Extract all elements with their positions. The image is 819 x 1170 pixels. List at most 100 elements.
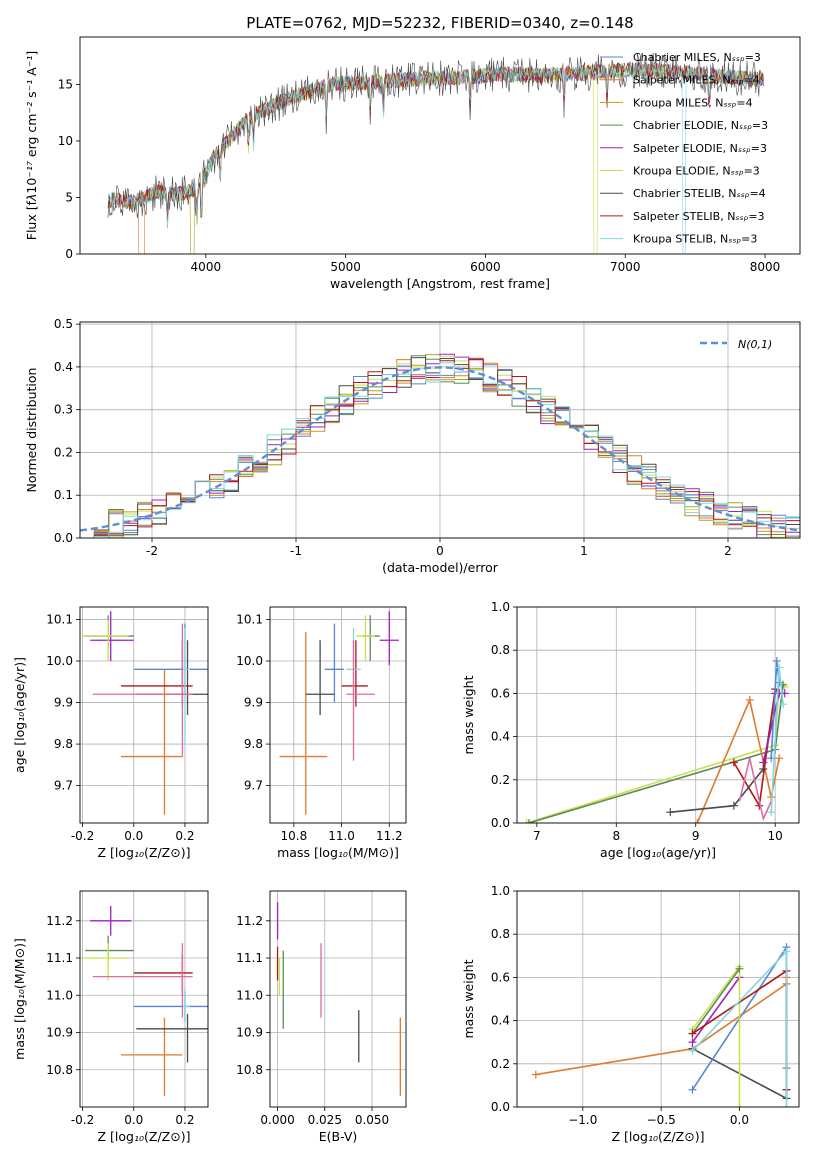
y-tick-label: 0.6: [491, 970, 510, 984]
age-vs-z-axes: -0.2 0.0 0.2 9.7 9.8 9.9 10.0 10.1 Z [log₁₀(Z/Z⊙…: [12, 606, 209, 860]
y-tick-label: 9.7: [54, 779, 73, 793]
x-tick-label: −1.0: [568, 1113, 597, 1127]
axes-frame: [79, 606, 209, 824]
plot-area: [82, 905, 208, 1096]
x-tick-label: 9: [692, 829, 700, 843]
x-tick-label: 1: [580, 544, 588, 558]
x-tick-label: 10: [768, 829, 783, 843]
y-tick-label: 10.0: [46, 654, 73, 668]
y-tick-label: 0.3: [54, 403, 73, 417]
y-tick-label: 10.8: [46, 1063, 73, 1077]
age-vs-mass-axes: 10.8 11.0 11.2 9.7 9.8 9.9 10.0 10.1 mass [log₁₀…: [236, 606, 407, 860]
y-tick-label: 1.0: [491, 600, 510, 614]
x-tick-label: 7000: [610, 260, 641, 274]
x-tick-label: 0.050: [355, 1113, 389, 1127]
histogram-step: [80, 362, 800, 538]
y-tick-label: 0.2: [491, 1057, 510, 1071]
y-tick-label: 0.8: [491, 643, 510, 657]
legend-label: N(0,1): [738, 338, 772, 351]
legend-label: Chabrier ELODIE, Nₛₛₚ=3: [633, 119, 768, 132]
x-tick-label: -2: [146, 544, 158, 558]
y-tick-label: 15: [58, 77, 73, 91]
y-tick-label: 9.7: [244, 779, 263, 793]
y-tick-label: 11.1: [46, 951, 73, 965]
legend-label: Salpeter STELIB, Nₛₛₚ=3: [633, 210, 765, 223]
y-tick-label: 0.6: [491, 686, 510, 700]
normal-curve: [80, 366, 798, 532]
spectrum-line: [107, 52, 764, 219]
x-tick-label: 6000: [470, 260, 501, 274]
y-axis-label: mass weight: [461, 675, 476, 754]
y-tick-label: 0.1: [54, 488, 73, 502]
plot-area: [107, 52, 764, 254]
x-axis-label: E(B-V): [319, 1129, 358, 1144]
x-tick-label: 4000: [191, 260, 222, 274]
weight-vs-age-axes: 7 8 9 10 0.0 0.2 0.4 0.6 0.8 1.0 age [log₁₀(age/yr…: [461, 600, 800, 860]
y-tick-label: 11.2: [46, 914, 73, 928]
x-axis-label: Z [log₁₀(Z/Z⊙)]: [612, 1129, 705, 1144]
weight-age-line: [526, 681, 786, 823]
weight-age-line: [738, 758, 772, 822]
x-tick-label: 0.000: [260, 1113, 294, 1127]
y-tick-label: 0.4: [54, 360, 73, 374]
weight-vs-z-axes: −1.0 −0.5 0.0 0.0 0.2 0.4 0.6 0.8 1.0 Z [log₁₀(Z/…: [461, 884, 800, 1144]
y-tick-label: 10.9: [46, 1026, 73, 1040]
plot-area: [82, 611, 208, 815]
spectrum-axes: 4000 5000 6000 7000 8000 0 5 10 15 wavelength [An…: [24, 36, 801, 291]
x-tick-label: 5000: [330, 260, 361, 274]
x-tick-label: 0.2: [175, 1113, 194, 1127]
y-tick-label: 10.9: [236, 1026, 263, 1040]
spectrum-legend: Chabrier MILES, Nₛₛₚ=3 Salpeter MILES, Nₛ…: [600, 51, 768, 246]
y-tick-label: 0.0: [491, 816, 510, 830]
y-tick-label: 11.1: [236, 951, 263, 965]
y-tick-label: 10.0: [236, 654, 263, 668]
y-axis-label: Normed distribution: [24, 368, 39, 493]
y-tick-label: 11.0: [46, 988, 73, 1002]
y-axis-label: mass weight: [461, 959, 476, 1038]
mass-vs-ebv-axes: 0.000 0.025 0.050 10.8 10.9 11.0 11.1 11.2 E(B-V…: [236, 890, 407, 1144]
y-tick-label: 11.2: [236, 914, 263, 928]
legend-label: Kroupa MILES, Nₛₛₚ=4: [633, 96, 753, 109]
axes-frame: [269, 890, 407, 1108]
y-tick-label: 0.4: [491, 730, 510, 744]
weight-age-line: [670, 693, 776, 813]
x-tick-label: 0.0: [124, 829, 143, 843]
axes-frame: [79, 36, 801, 255]
legend-label: Chabrier STELIB, Nₛₛₚ=4: [633, 187, 766, 200]
y-tick-label: 10.1: [236, 612, 263, 626]
y-tick-label: 9.8: [54, 737, 73, 751]
x-axis-label: (data-model)/error: [382, 560, 499, 575]
y-tick-label: 0.2: [54, 445, 73, 459]
legend-label: Salpeter MILES, Nₛₛₚ=4: [633, 74, 760, 87]
x-tick-label: 11.2: [376, 829, 403, 843]
plot-area: [80, 353, 800, 538]
y-tick-label: 10: [58, 134, 73, 148]
legend-label: Salpeter ELODIE, Nₛₛₚ=3: [633, 142, 767, 155]
x-tick-label: 2: [724, 544, 732, 558]
y-tick-label: 0.4: [491, 1014, 510, 1028]
y-tick-label: 10.1: [46, 612, 73, 626]
x-tick-label: -0.2: [71, 829, 94, 843]
plot-area: [522, 657, 789, 823]
y-tick-label: 0.0: [491, 1100, 510, 1114]
legend-label: Kroupa STELIB, Nₛₛₚ=3: [633, 233, 757, 246]
x-axis-label: mass [log₁₀(M/M⊙)]: [277, 845, 399, 860]
x-axis-label: wavelength [Angstrom, rest frame]: [330, 276, 550, 291]
mass-vs-z-axes: -0.2 0.0 0.2 10.8 10.9 11.0 11.1 11.2 Z [log₁₀(Z…: [12, 890, 209, 1144]
figure-title: PLATE=0762, MJD=52232, FIBERID=0340, z=0…: [246, 14, 633, 32]
x-tick-label: 0.2: [175, 829, 194, 843]
legend-label: Kroupa ELODIE, Nₛₛₚ=3: [633, 165, 760, 178]
y-tick-label: 5: [65, 190, 73, 204]
y-tick-label: 0: [65, 247, 73, 261]
axes-frame: [516, 890, 800, 1108]
plot-area: [279, 611, 399, 815]
axes-frame: [79, 890, 209, 1108]
y-axis-label: Flux [fλ10⁻¹⁷ erg cm⁻² s⁻¹ A⁻¹]: [24, 51, 39, 240]
x-tick-label: 0.0: [730, 1113, 749, 1127]
x-tick-label: 8000: [750, 260, 781, 274]
legend-label: Chabrier MILES, Nₛₛₚ=3: [633, 51, 761, 64]
x-tick-label: 0.025: [308, 1113, 342, 1127]
x-tick-label: 10.8: [281, 829, 308, 843]
weight-age-line: [696, 697, 780, 823]
y-axis-label: mass [log₁₀(M/M⊙)]: [12, 938, 27, 1060]
